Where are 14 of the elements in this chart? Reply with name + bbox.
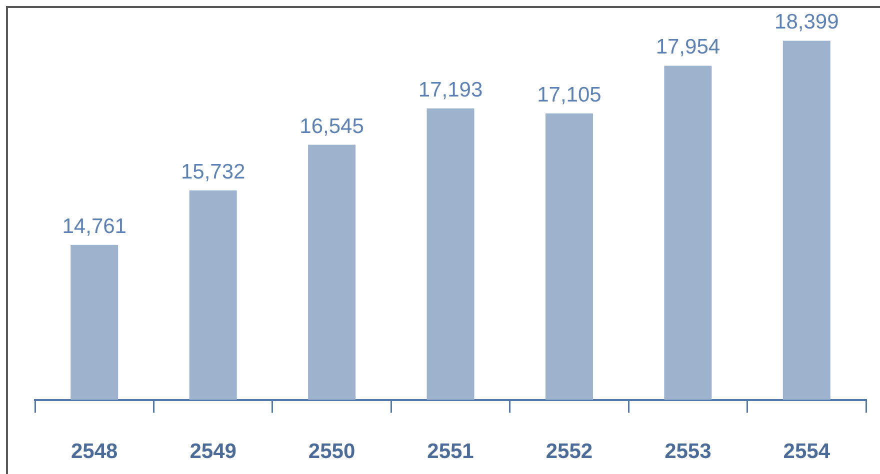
data-label: 16,545	[300, 114, 364, 138]
data-label: 17,954	[656, 36, 720, 59]
data-label: 17,105	[537, 83, 602, 106]
x-tick-label: 2550	[308, 440, 356, 464]
data-label: 17,193	[418, 78, 483, 102]
x-tick-label: 2554	[783, 440, 830, 464]
data-label: 18,399	[774, 10, 839, 34]
x-tick-label: 2548	[71, 440, 118, 464]
x-tick-label: 2549	[190, 440, 236, 464]
x-tick-label: 2551	[427, 440, 474, 464]
x-tick-label: 2553	[664, 440, 712, 464]
data-label: 15,732	[180, 160, 246, 184]
x-tick-label: 2552	[546, 440, 593, 464]
data-label: 14,761	[62, 214, 126, 238]
